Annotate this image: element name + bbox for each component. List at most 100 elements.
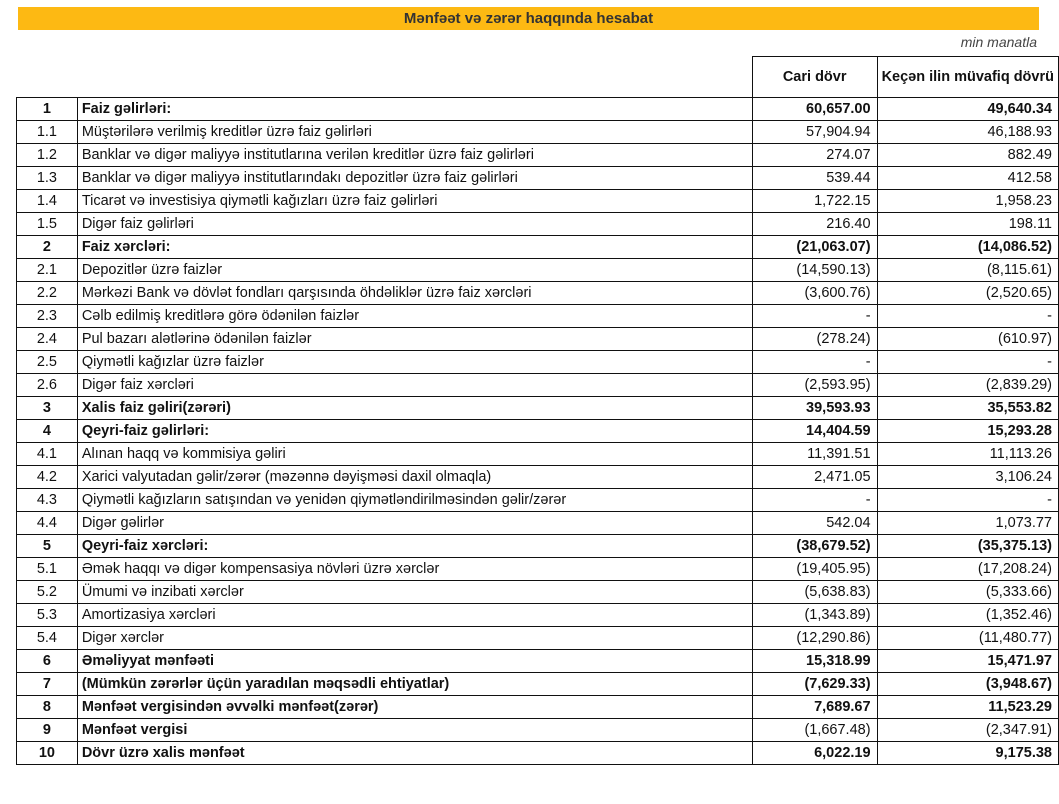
row-current-value: 6,022.19 [751,741,878,765]
row-label: Əməliyyat mənfəəti [76,649,753,673]
table-row: 5.2 Ümumi və inzibati xərclər (5,638.83) (5… [16,580,1059,604]
table-row: 4.1 Alınan haqq və kommisiya gəliri 11,391… [16,442,1059,466]
row-label: Depozitlər üzrə faizlər [76,258,753,282]
row-number: 5.3 [16,603,78,627]
row-current-value: (278.24) [751,327,878,351]
row-current-value: 60,657.00 [751,97,878,121]
table-row: 1.4 Ticarət və investisiya qiymətli kağız… [16,189,1059,213]
row-number: 5.1 [16,557,78,581]
table-row: 2 Faiz xərcləri: (21,063.07) (14,086.52) [16,235,1059,259]
row-label: Mənfəət vergisi [76,718,753,742]
row-number: 4 [16,419,78,443]
row-label: Ümumi və inzibati xərclər [76,580,753,604]
row-number: 8 [16,695,78,719]
row-current-value: 11,391.51 [751,442,878,466]
row-current-value: - [751,488,878,512]
row-label: Ticarət və investisiya qiymətli kağızlar… [76,189,753,213]
row-current-value: (38,679.52) [751,534,878,558]
row-label: Banklar və digər maliyyə institutlarında… [76,166,753,190]
row-label: Qiymətli kağızların satışından və yenidə… [76,488,753,512]
row-current-value: 15,318.99 [751,649,878,673]
table-row: 1 Faiz gəlirləri: 60,657.00 49,640.34 [16,97,1059,121]
row-label: Faiz gəlirləri: [76,97,753,121]
table-row: 1.1 Müştərilərə verilmiş kreditlər üzrə f… [16,120,1059,144]
row-label: Xarici valyutadan gəlir/zərər (məzənnə d… [76,465,753,489]
row-label: Dövr üzrə xalis mənfəət [76,741,753,765]
row-previous-value: 35,553.82 [876,396,1059,420]
row-number: 7 [16,672,78,696]
row-current-value: (19,405.95) [751,557,878,581]
row-number: 4.2 [16,465,78,489]
row-previous-value: (1,352.46) [876,603,1059,627]
row-label: Xalis faiz gəliri(zərəri) [76,396,753,420]
row-previous-value: 15,293.28 [876,419,1059,443]
row-current-value: 14,404.59 [751,419,878,443]
row-current-value: 274.07 [751,143,878,167]
row-current-value: 57,904.94 [751,120,878,144]
row-previous-value: (8,115.61) [876,258,1059,282]
header-row: Cari dövr Keçən ilin müvafiq dövrü [16,56,1059,98]
row-current-value: 1,722.15 [751,189,878,213]
row-current-value: 2,471.05 [751,465,878,489]
row-number: 5.4 [16,626,78,650]
row-previous-value: (17,208.24) [876,557,1059,581]
row-previous-value: (610.97) [876,327,1059,351]
row-number: 4.3 [16,488,78,512]
table-row: 8 Mənfəət vergisindən əvvəlki mənfəət(zər… [16,695,1059,719]
row-previous-value: (2,347.91) [876,718,1059,742]
row-current-value: - [751,350,878,374]
row-label: Qeyri-faiz xərcləri: [76,534,753,558]
row-previous-value: (35,375.13) [876,534,1059,558]
header-label [77,56,753,98]
row-previous-value: 49,640.34 [876,97,1059,121]
row-current-value: (3,600.76) [751,281,878,305]
row-number: 5 [16,534,78,558]
row-previous-value: 46,188.93 [876,120,1059,144]
row-previous-value: 11,113.26 [876,442,1059,466]
table-row: 6 Əməliyyat mənfəəti 15,318.99 15,471.97 [16,649,1059,673]
row-previous-value: 9,175.38 [876,741,1059,765]
row-current-value: 39,593.93 [751,396,878,420]
row-label: Qiymətli kağızlar üzrə faizlər [76,350,753,374]
table-row: 2.4 Pul bazarı alətlərinə ödənilən faizlə… [16,327,1059,351]
row-label: Cəlb edilmiş kreditlərə görə ödənilən fa… [76,304,753,328]
row-label: Mənfəət vergisindən əvvəlki mənfəət(zərə… [76,695,753,719]
row-number: 2.4 [16,327,78,351]
row-number: 6 [16,649,78,673]
row-previous-value: - [876,488,1059,512]
row-previous-value: 1,073.77 [876,511,1059,535]
table-row: 4 Qeyri-faiz gəlirləri: 14,404.59 15,293.28 [16,419,1059,443]
header-current: Cari dövr [751,56,878,98]
row-current-value: (12,290.86) [751,626,878,650]
row-previous-value: (2,839.29) [876,373,1059,397]
table-row: 5.3 Amortizasiya xərcləri (1,343.89) (1,352… [16,603,1059,627]
row-label: Mərkəzi Bank və dövlət fondları qarşısın… [76,281,753,305]
table-row: 1.3 Banklar və digər maliyyə institutları… [16,166,1059,190]
row-previous-value: - [876,350,1059,374]
row-label: Digər faiz gəlirləri [76,212,753,236]
row-current-value: (5,638.83) [751,580,878,604]
row-number: 4.1 [16,442,78,466]
table-row: 1.5 Digər faiz gəlirləri 216.40 198.11 [16,212,1059,236]
table-row: 9 Mənfəət vergisi (1,667.48) (2,347.91) [16,718,1059,742]
row-previous-value: (3,948.67) [876,672,1059,696]
row-label: Banklar və digər maliyyə institutlarına … [76,143,753,167]
row-previous-value: (14,086.52) [876,235,1059,259]
row-previous-value: 11,523.29 [876,695,1059,719]
table-row: 2.5 Qiymətli kağızlar üzrə faizlər - - [16,350,1059,374]
row-previous-value: 882.49 [876,143,1059,167]
row-current-value: (14,590.13) [751,258,878,282]
table-row: 5.4 Digər xərclər (12,290.86) (11,480.77) [16,626,1059,650]
table-row: 5.1 Əmək haqqı və digər kompensasiya növl… [16,557,1059,581]
row-current-value: - [751,304,878,328]
row-previous-value: 15,471.97 [876,649,1059,673]
row-number: 3 [16,396,78,420]
row-number: 2.6 [16,373,78,397]
table-row: 5 Qeyri-faiz xərcləri: (38,679.52) (35,375.… [16,534,1059,558]
row-label: Müştərilərə verilmiş kreditlər üzrə faiz… [76,120,753,144]
row-label: Digər gəlirlər [76,511,753,535]
row-label: Amortizasiya xərcləri [76,603,753,627]
unit-label: min manatla [960,34,1037,50]
row-number: 4.4 [16,511,78,535]
table-row: 4.3 Qiymətli kağızların satışından və yen… [16,488,1059,512]
